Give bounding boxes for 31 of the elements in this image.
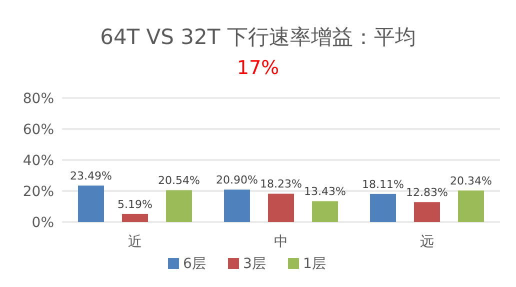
y-tick-label: 20% [22, 184, 54, 200]
bar [414, 202, 440, 222]
y-tick-label: 40% [22, 153, 54, 169]
bar [166, 190, 192, 222]
x-tick-label: 远 [420, 234, 434, 250]
chart-title: 64T VS 32T 下行速率增益：平均 [100, 25, 416, 49]
data-label: 20.34% [450, 174, 492, 188]
bar [458, 190, 484, 222]
legend-label: 3层 [243, 256, 266, 272]
x-tick-label: 近 [128, 234, 142, 250]
legend-label: 6层 [183, 256, 206, 272]
data-label: 5.19% [118, 198, 152, 211]
chart-subtitle: 17% [236, 57, 280, 79]
data-label: 13.43% [304, 185, 346, 198]
legend-label: 1层 [303, 256, 326, 272]
data-label: 20.90% [216, 174, 258, 187]
bar [370, 194, 396, 222]
data-label: 20.54% [158, 174, 200, 188]
bar [224, 190, 250, 222]
data-label: 18.11% [362, 178, 404, 191]
bar [122, 214, 148, 222]
x-tick-label: 中 [274, 234, 288, 250]
y-tick-label: 80% [22, 91, 54, 107]
data-label: 23.49% [70, 170, 112, 183]
bar [268, 194, 294, 222]
bar [312, 201, 338, 222]
y-tick-label: 0% [32, 215, 54, 231]
data-label: 12.83% [406, 186, 448, 200]
y-tick-label: 60% [22, 122, 54, 138]
data-label: 18.23% [260, 178, 302, 191]
bar [78, 186, 104, 222]
